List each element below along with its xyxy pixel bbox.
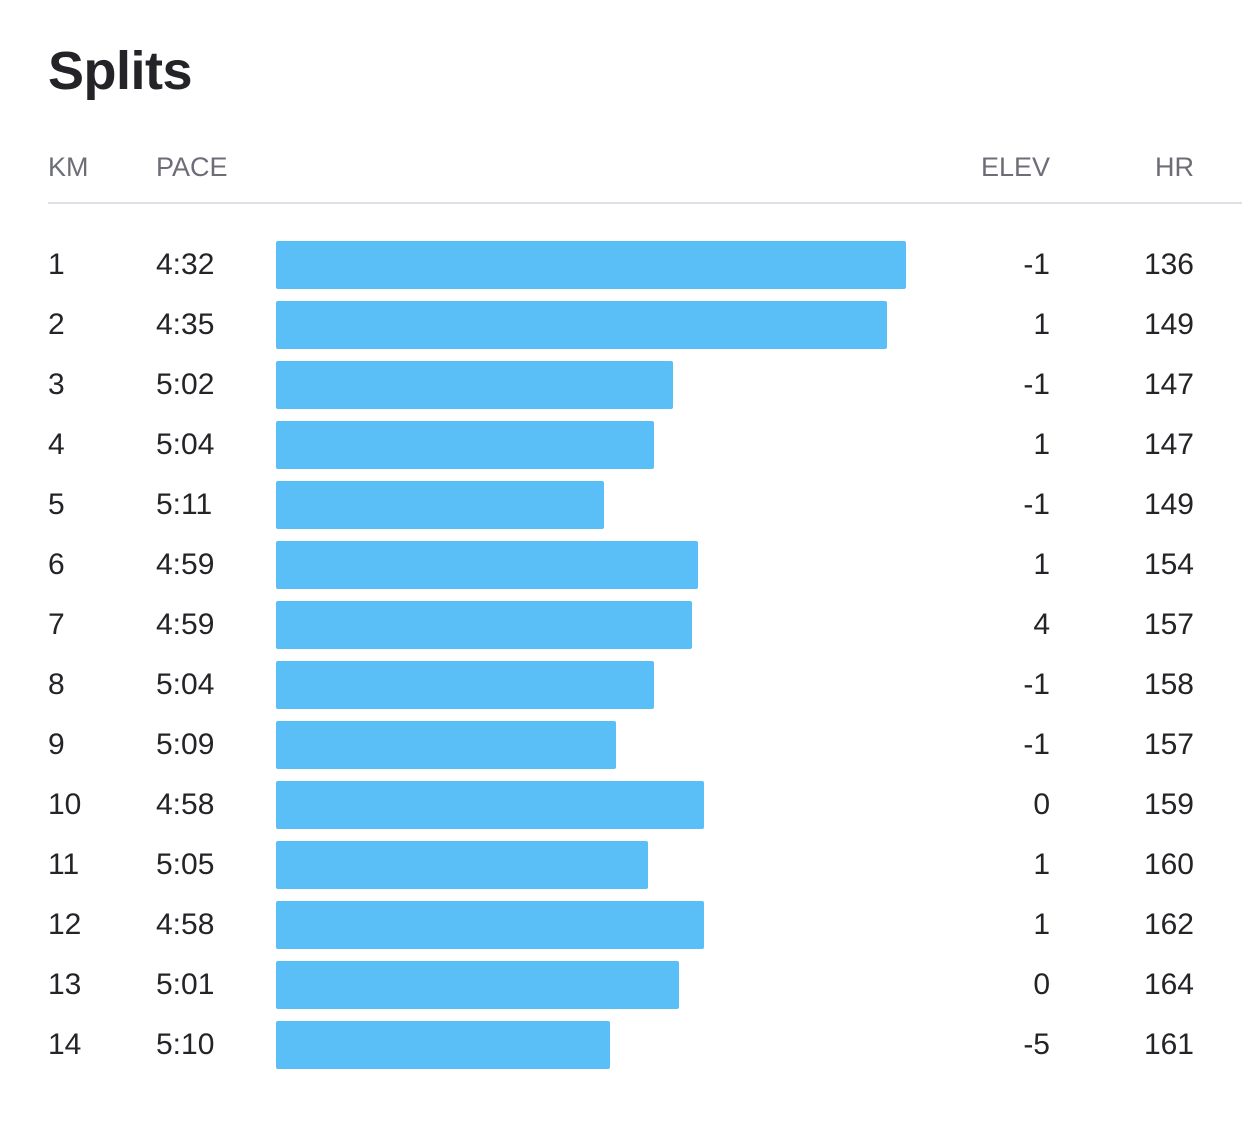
column-header-elev: ELEV (980, 152, 1050, 182)
page-title: Splits (48, 41, 193, 101)
split-hr: 136 (1143, 248, 1194, 281)
split-km: 8 (48, 668, 65, 701)
split-km: 9 (48, 728, 65, 761)
pace-bar (276, 961, 679, 1009)
pace-bar (276, 481, 604, 529)
pace-bar (276, 661, 654, 709)
split-pace: 5:11 (156, 488, 213, 521)
split-elev: 1 (1033, 908, 1050, 941)
pace-bar (276, 1021, 610, 1069)
split-elev: -1 (1023, 368, 1050, 401)
column-header-hr: HR (1155, 152, 1194, 182)
split-hr: 162 (1143, 908, 1194, 941)
header-divider (48, 202, 1242, 204)
split-km: 14 (48, 1028, 82, 1061)
split-km: 3 (48, 368, 65, 401)
split-km: 4 (48, 428, 65, 461)
split-hr: 161 (1143, 1028, 1194, 1061)
split-hr: 149 (1143, 488, 1194, 521)
split-pace: 4:35 (156, 308, 215, 341)
split-row: 12 4:58 1 162 (0, 901, 1242, 949)
column-header-km: KM (48, 152, 89, 182)
split-km: 2 (48, 308, 65, 341)
split-row: 2 4:35 1 149 (0, 301, 1242, 349)
split-pace: 5:02 (156, 368, 215, 401)
pace-bar (276, 841, 648, 889)
split-km: 10 (48, 788, 82, 821)
split-row: 1 4:32 -1 136 (0, 241, 1242, 289)
split-km: 7 (48, 608, 65, 641)
split-km: 13 (48, 968, 82, 1001)
split-hr: 157 (1143, 608, 1194, 641)
split-km: 11 (48, 848, 80, 881)
pace-bar (276, 421, 654, 469)
split-hr: 149 (1143, 308, 1194, 341)
split-hr: 158 (1143, 668, 1194, 701)
split-row: 5 5:11 -1 149 (0, 481, 1242, 529)
split-pace: 5:04 (156, 668, 215, 701)
split-elev: -5 (1023, 1028, 1050, 1061)
split-pace: 4:59 (156, 608, 215, 641)
pace-bar (276, 361, 673, 409)
split-elev: 4 (1033, 608, 1050, 641)
split-elev: 1 (1033, 308, 1050, 341)
split-row: 4 5:04 1 147 (0, 421, 1242, 469)
column-header-pace: PACE (156, 152, 228, 182)
split-hr: 159 (1143, 788, 1194, 821)
pace-bar (276, 721, 616, 769)
split-elev: -1 (1023, 668, 1050, 701)
split-row: 10 4:58 0 159 (0, 781, 1242, 829)
split-pace: 5:01 (156, 968, 215, 1001)
split-elev: 0 (1033, 788, 1050, 821)
pace-bar (276, 541, 698, 589)
split-hr: 164 (1143, 968, 1194, 1001)
split-pace: 5:09 (156, 728, 215, 761)
pace-bar (276, 901, 704, 949)
split-pace: 4:59 (156, 548, 215, 581)
split-hr: 147 (1143, 428, 1194, 461)
split-row: 9 5:09 -1 157 (0, 721, 1242, 769)
pace-bar (276, 301, 887, 349)
split-hr: 154 (1143, 548, 1194, 581)
split-pace: 5:05 (156, 848, 215, 881)
pace-bar (276, 781, 704, 829)
split-pace: 4:58 (156, 908, 215, 941)
split-elev: -1 (1023, 488, 1050, 521)
split-km: 1 (48, 248, 65, 281)
split-elev: -1 (1023, 248, 1050, 281)
split-row: 7 4:59 4 157 (0, 601, 1242, 649)
split-hr: 160 (1143, 848, 1194, 881)
split-row: 8 5:04 -1 158 (0, 661, 1242, 709)
split-row: 13 5:01 0 164 (0, 961, 1242, 1009)
split-km: 12 (48, 908, 82, 941)
split-elev: 0 (1033, 968, 1050, 1001)
pace-bar (276, 241, 906, 289)
split-hr: 157 (1143, 728, 1194, 761)
split-elev: 1 (1033, 428, 1050, 461)
split-elev: 1 (1033, 848, 1050, 881)
split-row: 3 5:02 -1 147 (0, 361, 1242, 409)
split-elev: 1 (1033, 548, 1050, 581)
split-pace: 5:10 (156, 1028, 215, 1061)
split-row: 11 5:05 1 160 (0, 841, 1242, 889)
split-row: 14 5:10 -5 161 (0, 1021, 1242, 1069)
split-pace: 4:58 (156, 788, 215, 821)
split-km: 6 (48, 548, 65, 581)
split-hr: 147 (1143, 368, 1194, 401)
split-row: 6 4:59 1 154 (0, 541, 1242, 589)
split-pace: 4:32 (156, 248, 215, 281)
split-km: 5 (48, 488, 65, 521)
pace-bar (276, 601, 692, 649)
split-pace: 5:04 (156, 428, 215, 461)
split-elev: -1 (1023, 728, 1050, 761)
